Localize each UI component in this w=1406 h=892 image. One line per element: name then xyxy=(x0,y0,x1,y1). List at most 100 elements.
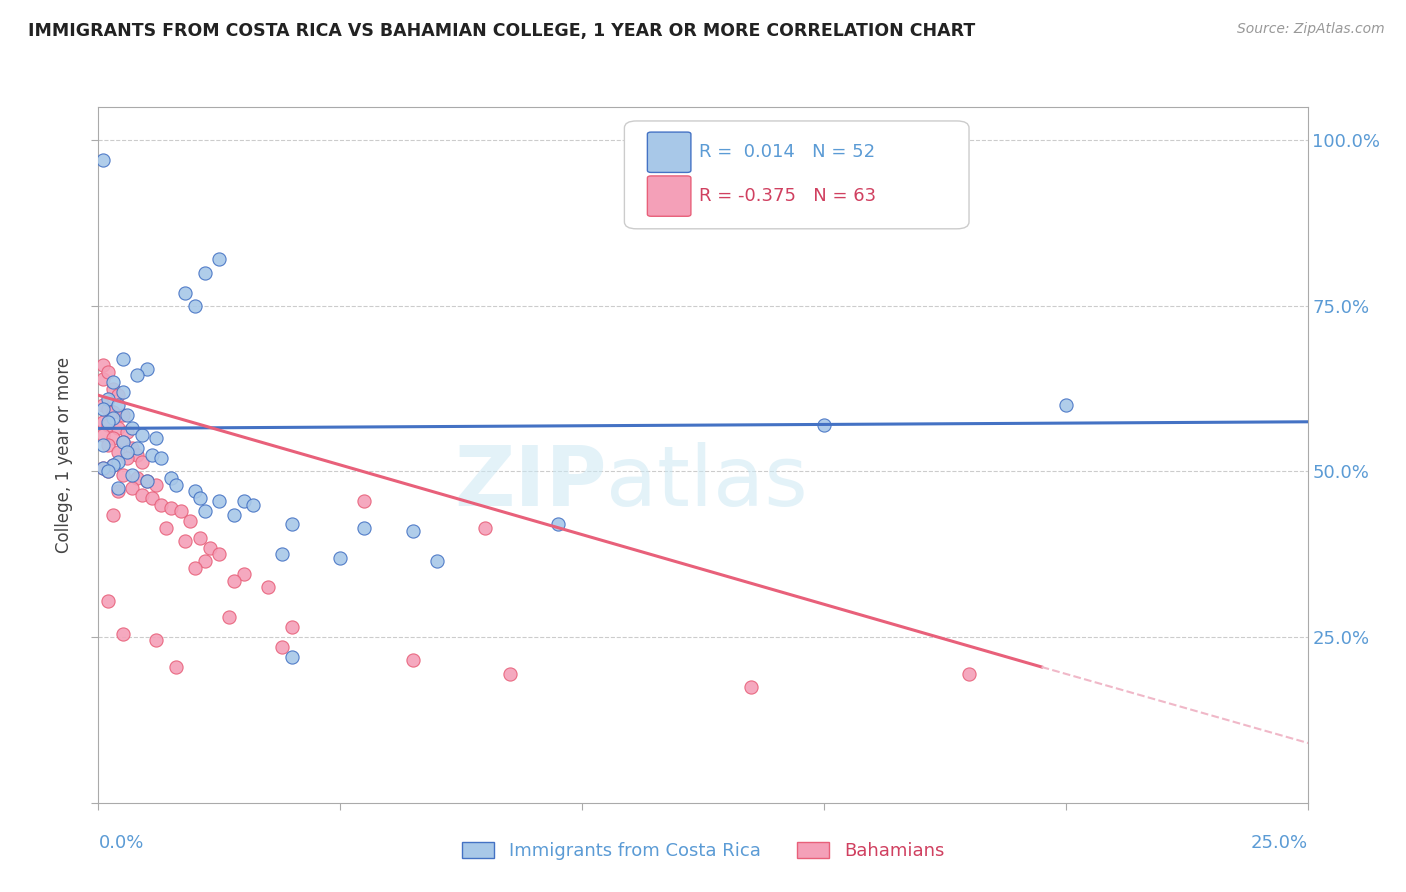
Point xyxy=(111,467,134,482)
Point xyxy=(97,465,120,479)
Point xyxy=(127,448,149,462)
Point xyxy=(165,660,187,674)
Point xyxy=(1054,398,1077,412)
Point xyxy=(107,388,129,402)
Point xyxy=(174,534,197,549)
Y-axis label: College, 1 year or more: College, 1 year or more xyxy=(55,357,73,553)
Point xyxy=(957,666,980,681)
Point xyxy=(97,401,120,416)
Text: 0.0%: 0.0% xyxy=(98,834,143,852)
Point xyxy=(135,361,157,376)
Text: atlas: atlas xyxy=(606,442,808,524)
Point xyxy=(150,451,173,466)
Point xyxy=(165,477,187,491)
Point xyxy=(101,405,124,419)
Point xyxy=(111,408,134,422)
Text: Source: ZipAtlas.com: Source: ZipAtlas.com xyxy=(1237,22,1385,37)
Point xyxy=(242,498,264,512)
Point xyxy=(474,521,496,535)
Point xyxy=(97,418,120,433)
Point xyxy=(160,471,183,485)
FancyBboxPatch shape xyxy=(647,176,690,216)
Point xyxy=(117,451,139,466)
Legend: Immigrants from Costa Rica, Bahamians: Immigrants from Costa Rica, Bahamians xyxy=(463,842,943,860)
Point xyxy=(121,421,143,435)
Point xyxy=(107,398,129,412)
Point xyxy=(97,593,120,607)
FancyBboxPatch shape xyxy=(624,121,969,229)
Point xyxy=(145,633,167,648)
Point xyxy=(97,365,120,379)
Point xyxy=(91,359,114,373)
Point xyxy=(117,408,139,422)
Point xyxy=(160,500,183,515)
Point xyxy=(426,554,449,568)
Point xyxy=(121,442,143,456)
Point xyxy=(131,428,153,442)
Point xyxy=(111,627,134,641)
Point xyxy=(150,498,173,512)
Point xyxy=(101,458,124,472)
Point xyxy=(271,547,294,561)
Point xyxy=(353,521,375,535)
Text: IMMIGRANTS FROM COSTA RICA VS BAHAMIAN COLLEGE, 1 YEAR OR MORE CORRELATION CHART: IMMIGRANTS FROM COSTA RICA VS BAHAMIAN C… xyxy=(28,22,976,40)
Text: R = -0.375   N = 63: R = -0.375 N = 63 xyxy=(699,187,876,205)
Point xyxy=(179,514,201,528)
Point xyxy=(101,382,124,396)
Point xyxy=(402,653,425,667)
Point xyxy=(222,508,245,522)
Point xyxy=(97,415,120,429)
Point xyxy=(131,488,153,502)
Point xyxy=(107,484,129,499)
Point xyxy=(145,477,167,491)
Point xyxy=(91,428,114,442)
Point xyxy=(174,285,197,300)
Point xyxy=(121,467,143,482)
Point xyxy=(188,531,211,545)
Point xyxy=(271,640,294,654)
Point xyxy=(107,481,129,495)
Point xyxy=(402,524,425,538)
Point xyxy=(232,494,254,508)
Point xyxy=(498,666,520,681)
Point xyxy=(281,620,304,634)
Text: ZIP: ZIP xyxy=(454,442,606,524)
Point xyxy=(135,475,157,489)
FancyBboxPatch shape xyxy=(647,132,690,172)
Point xyxy=(127,368,149,383)
Point xyxy=(97,392,120,406)
Point xyxy=(145,431,167,445)
Point xyxy=(101,458,124,472)
Point xyxy=(184,484,207,499)
Point xyxy=(232,567,254,582)
Point xyxy=(256,581,278,595)
Point xyxy=(127,471,149,485)
Point xyxy=(194,504,217,518)
Point xyxy=(155,521,177,535)
Point xyxy=(208,252,231,267)
Point xyxy=(208,547,231,561)
Point xyxy=(101,375,124,389)
Point xyxy=(91,401,114,416)
Point xyxy=(329,550,352,565)
Point xyxy=(222,574,245,588)
Point xyxy=(111,434,134,449)
Point xyxy=(91,415,114,429)
Point xyxy=(117,444,139,458)
Point xyxy=(101,508,124,522)
Point xyxy=(101,431,124,445)
Point xyxy=(740,680,762,694)
Point xyxy=(813,418,835,433)
Point xyxy=(208,494,231,508)
Point xyxy=(281,650,304,665)
Point xyxy=(188,491,211,505)
Point xyxy=(101,411,124,425)
Point xyxy=(117,425,139,439)
Point xyxy=(111,351,134,366)
Point xyxy=(218,610,240,624)
Point xyxy=(91,461,114,475)
Point xyxy=(107,421,129,435)
Point xyxy=(91,153,114,167)
Point xyxy=(111,434,134,449)
Point xyxy=(141,448,163,462)
